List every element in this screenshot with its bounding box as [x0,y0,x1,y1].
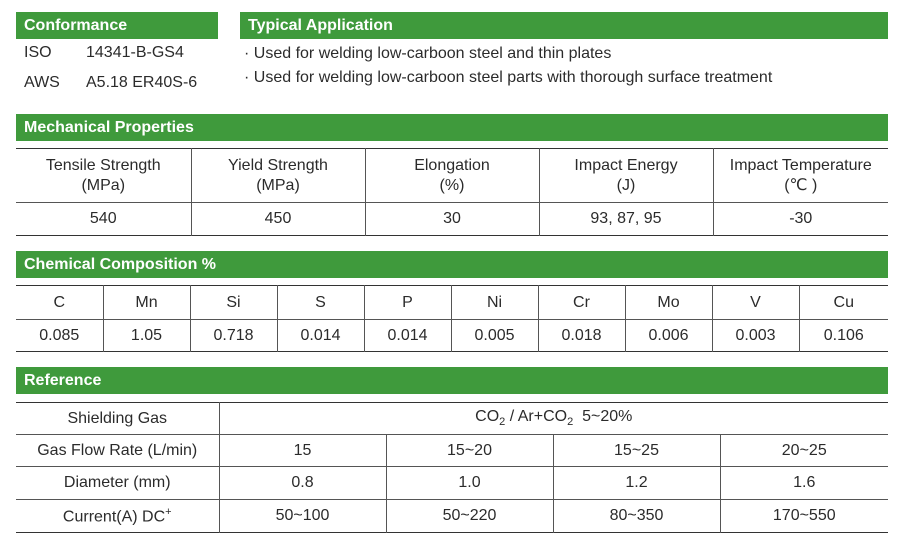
value-cr: 0.018 [537,319,625,352]
conformance-value: 14341-B-GS4 [86,44,184,61]
mech-value-impact-temperature: -30 [712,202,888,236]
application-item: · Used for welding low-carboon steel and… [244,45,612,62]
value-v: 0.003 [711,319,799,352]
diameter-value: 1.0 [385,466,553,500]
current-value: 50~220 [385,499,553,533]
mech-value-elongation: 30 [364,202,539,236]
gas-flow-value: 15 [218,434,386,467]
chemical-composition-header: Chemical Composition % [16,251,888,278]
mech-header-impact-temperature: Impact Temperature (℃ ) [712,148,888,203]
gas-flow-value: 15~25 [552,434,720,467]
diameter-value: 0.8 [218,466,386,500]
gas-flow-value: 20~25 [719,434,889,467]
value-mo: 0.006 [624,319,712,352]
mech-header-tensile: Tensile Strength (MPa) [16,148,191,203]
mechanical-properties-header: Mechanical Properties [16,114,888,141]
element-cr: Cr [537,285,625,320]
chemical-composition-table: C Mn Si S P Ni Cr Mo V Cu 0.085 1.05 0.7… [16,285,888,352]
conformance-key: AWS [24,74,60,91]
mech-header-impact-energy: Impact Energy (J) [538,148,713,203]
diameter-value: 1.6 [719,466,889,500]
element-mo: Mo [624,285,712,320]
mech-value-tensile: 540 [89,210,117,227]
current-value: 80~350 [552,499,720,533]
mechanical-properties-table: Tensile Strength (MPa) Yield Strength (MPa… [16,148,888,236]
element-ni: Ni [450,285,538,320]
conformance-value: A5.18 ER40S-6 [86,74,198,91]
diameter-value: 1.2 [552,466,720,500]
shielding-gas-value: CO2 / Ar+CO2 5~20% [218,402,889,435]
value-p: 0.014 [363,319,451,352]
value-cu: 0.106 [798,319,888,352]
reference-header: Reference [16,367,888,394]
element-cu: Cu [798,285,888,320]
element-si: Si [189,285,277,320]
element-s: S [276,285,364,320]
current-value: 170~550 [719,499,889,533]
mech-value-impact-energy: 93, 87, 95 [538,202,713,236]
diameter-label: Diameter (mm) [16,466,219,500]
element-v: V [711,285,799,320]
shielding-gas-label: Shielding Gas [16,402,219,435]
reference-table: Shielding Gas CO2 / Ar+CO2 5~20% Gas Flo… [16,402,889,533]
mech-header-yield: Yield Strength (MPa) [190,148,365,203]
gas-flow-label: Gas Flow Rate (L/min) [16,434,219,467]
current-label: Current(A) DC+ [62,505,172,526]
value-ni: 0.005 [450,319,538,352]
gas-flow-value: 15~20 [385,434,553,467]
value-s: 0.014 [276,319,364,352]
value-si: 0.718 [189,319,277,352]
conformance-header: Conformance [16,12,218,39]
application-item: · Used for welding low-carboon steel par… [244,69,773,86]
element-p: P [363,285,451,320]
typical-application-header: Typical Application [240,12,888,39]
mech-value-yield: 450 [190,202,365,236]
value-mn: 1.05 [102,319,190,352]
conformance-key: ISO [24,44,52,61]
element-c: C [16,285,103,320]
value-c: 0.085 [39,326,80,344]
element-mn: Mn [102,285,190,320]
current-value: 50~100 [218,499,386,533]
mech-header-elongation: Elongation (%) [364,148,539,203]
